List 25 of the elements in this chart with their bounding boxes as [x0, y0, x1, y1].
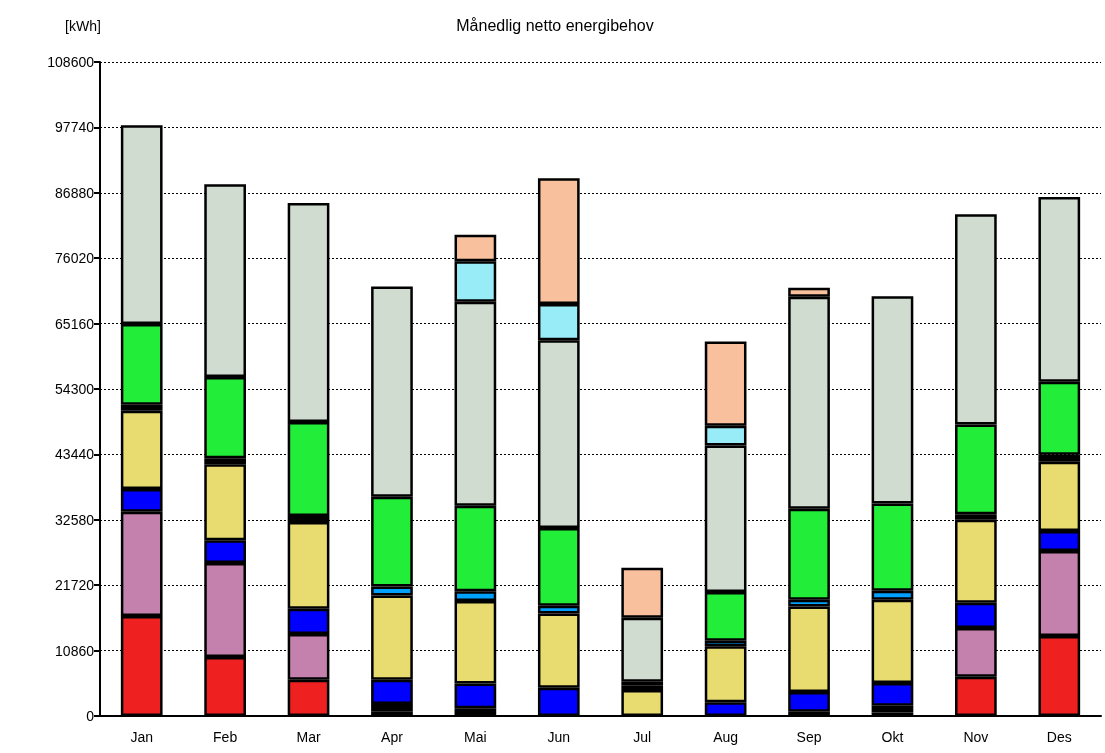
y-tick-label: 43440	[55, 446, 95, 463]
x-tick-label: Jul	[633, 729, 652, 745]
y-tick-label: 54300	[55, 381, 95, 397]
chart-title: Månedlig netto energibehov	[456, 16, 654, 34]
y-tick-label: 21720	[55, 577, 95, 594]
y-tick-label: 32580	[55, 511, 95, 528]
y-tick-label: 86880	[55, 184, 95, 201]
x-tick-label: Sep	[796, 729, 822, 745]
x-tick-label: Jun	[547, 729, 571, 745]
y-tick-label: 76020	[55, 250, 95, 267]
x-tick-label: Mai	[464, 729, 487, 745]
x-tick-label: Mar	[296, 729, 321, 745]
x-tick-label: Des	[1046, 729, 1072, 745]
x-tick-label: Apr	[381, 729, 404, 745]
x-tick-label: Nov	[963, 729, 989, 745]
y-tick-label: 0	[86, 708, 95, 724]
x-tick-label: Okt	[881, 729, 904, 745]
x-tick-label: Jan	[130, 729, 153, 745]
y-axis-title: [kWh]	[65, 18, 101, 34]
y-tick-label: 65160	[55, 315, 95, 332]
y-tick-label: 97740	[55, 119, 95, 136]
x-tick-label: Feb	[213, 729, 238, 745]
y-tick-label: 10860	[55, 642, 95, 659]
y-tick-label: 108600	[47, 54, 95, 70]
x-tick-label: Aug	[713, 729, 739, 745]
